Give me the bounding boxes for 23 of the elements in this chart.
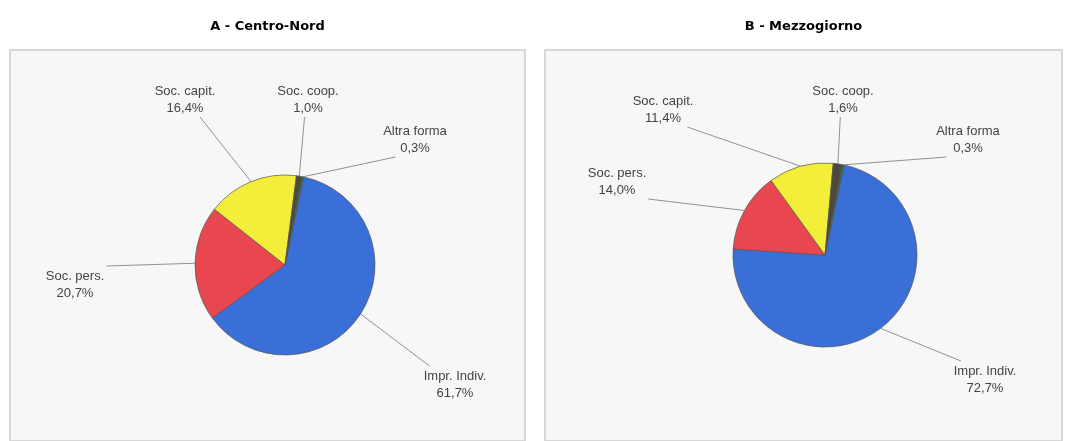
slice-label: Soc. pers. bbox=[587, 165, 647, 180]
slice-label: Soc. capit. bbox=[154, 83, 216, 98]
data-label: 11,4% bbox=[645, 110, 682, 125]
data-label: 0,3% bbox=[953, 140, 984, 155]
data-label: 72,7% bbox=[966, 380, 1004, 395]
data-label: 1,6% bbox=[828, 100, 859, 115]
slice-label: Altra forma bbox=[936, 123, 1001, 138]
data-label: 16,4% bbox=[166, 100, 204, 115]
slice-label: Soc. coop. bbox=[812, 83, 874, 98]
slice-label: Soc. coop. bbox=[277, 83, 339, 98]
pie-slice bbox=[732, 164, 918, 348]
slice-label: Impr. Indiv. bbox=[423, 368, 487, 383]
chart-title: A - Centro-Nord bbox=[210, 18, 325, 33]
slice-label: Soc. capit. bbox=[632, 93, 694, 108]
data-label: 20,7% bbox=[56, 285, 94, 300]
data-label: 1,0% bbox=[293, 100, 324, 115]
slice-label: Soc. pers. bbox=[45, 268, 105, 283]
data-label: 61,7% bbox=[436, 385, 474, 400]
slice-label: Impr. Indiv. bbox=[953, 363, 1017, 378]
slice-label: Altra forma bbox=[383, 123, 448, 138]
data-label: 0,3% bbox=[400, 140, 431, 155]
data-label: 14,0% bbox=[598, 182, 636, 197]
chart-title: B - Mezzogiorno bbox=[744, 18, 863, 33]
